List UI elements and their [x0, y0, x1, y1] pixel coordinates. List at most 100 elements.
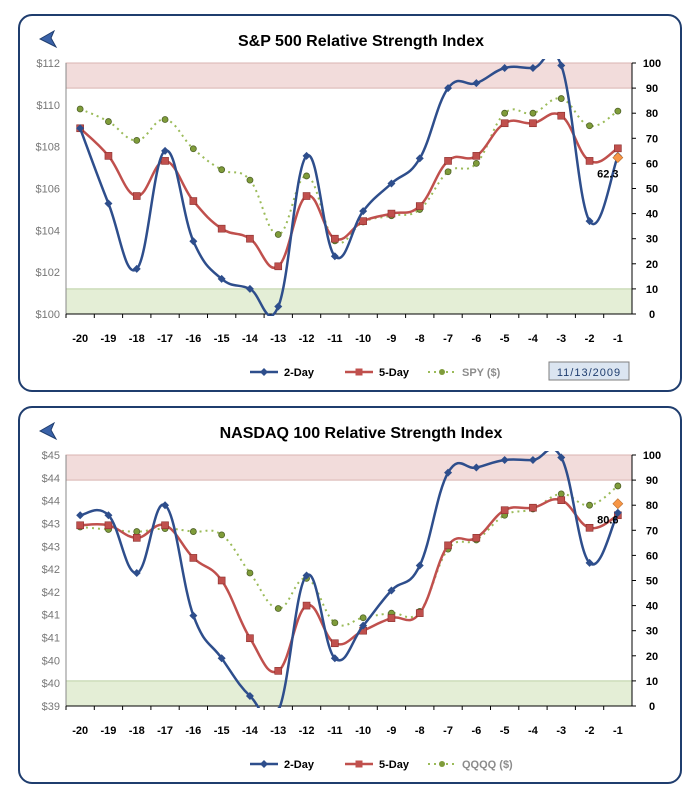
- nasdaq100-rsi-chart-panel: NASDAQ 100 Relative Strength Index $39 $40…: [18, 406, 682, 784]
- 5-day-series-line: [80, 498, 619, 674]
- right-axis-tick-label: 10: [646, 676, 658, 688]
- x-axis-tick-label: -11: [327, 725, 342, 737]
- price-point: [586, 501, 593, 509]
- legend-swatch-marker: [260, 368, 268, 376]
- left-axis-tick-label: $108: [36, 142, 60, 154]
- x-axis-tick-label: -13: [270, 333, 286, 345]
- 2-day-point: [330, 654, 339, 663]
- 2-day-series-line: [78, 59, 620, 316]
- x-axis-tick-label: -1: [613, 725, 623, 737]
- legend-swatch-marker: [355, 368, 363, 376]
- right-axis-tick-label: 70: [646, 133, 658, 145]
- x-axis-tick-label: -5: [500, 333, 510, 345]
- x-axis-tick-label: -7: [443, 725, 453, 737]
- 2-day-point: [500, 64, 509, 73]
- 5-day-point: [585, 157, 594, 165]
- 2-day-point: [387, 586, 396, 595]
- price-point: [274, 231, 282, 238]
- left-axis-tick-label: $42: [42, 564, 60, 576]
- right-axis-tick-label: 80: [646, 108, 658, 120]
- right-axis-tick-label: 100: [643, 58, 661, 70]
- 5-day-point: [161, 521, 169, 530]
- 5-day-point: [331, 639, 339, 648]
- x-axis-tick-label: -10: [355, 725, 371, 737]
- 2-day-point: [302, 151, 311, 160]
- back-arrow-icon[interactable]: [38, 421, 58, 441]
- left-axis-tick-label: $45: [42, 450, 60, 462]
- 2-day-point: [302, 571, 311, 580]
- x-axis-tick-label: -6: [471, 333, 481, 345]
- price-point: [189, 145, 197, 153]
- 5-day-point: [302, 192, 311, 200]
- 2-day-point: [217, 654, 226, 663]
- 5-day-point: [585, 523, 594, 532]
- x-axis-tick-label: -19: [100, 725, 116, 737]
- oversold-band: [65, 288, 633, 315]
- left-axis-tick-label: $40: [42, 655, 60, 667]
- price-series-line: [79, 97, 619, 244]
- 2-day-point: [104, 511, 113, 520]
- 2-day-point: [472, 79, 481, 88]
- oversold-band: [65, 680, 633, 707]
- back-arrow-icon[interactable]: [38, 29, 58, 49]
- 5-day-point: [161, 157, 169, 165]
- 5-day-point: [302, 601, 311, 610]
- 2-day-point: [161, 501, 170, 510]
- price-point: [133, 136, 141, 144]
- legend-item-price: SPY ($): [428, 367, 501, 379]
- x-axis-tick-label: -14: [242, 725, 259, 737]
- legend-swatch-marker: [260, 760, 268, 768]
- 2-day-point: [132, 264, 141, 273]
- x-axis-tick-label: -18: [129, 725, 145, 737]
- x-axis-tick-label: -7: [443, 333, 453, 345]
- x-axis-tick-label: -20: [72, 333, 88, 345]
- overbought-band: [65, 62, 633, 89]
- latest-value-marker: [612, 152, 624, 164]
- x-axis-tick-label: -20: [72, 725, 88, 737]
- 5-day-point: [500, 506, 509, 515]
- 5-day-point: [274, 667, 283, 675]
- price-point: [218, 166, 226, 174]
- sp500-rsi-chart-panel: S&P 500 Relative Strength Index $100 $102 $…: [18, 14, 682, 392]
- 2-day-point: [415, 561, 424, 570]
- price-point: [586, 122, 593, 130]
- left-axis-tick-label: $100: [36, 309, 60, 321]
- x-axis-tick-label: -16: [185, 333, 201, 345]
- 5-day-point: [444, 157, 452, 165]
- x-axis-tick-label: -15: [214, 333, 230, 345]
- legend-label: 5-Day: [379, 367, 410, 379]
- left-axis-tick-label: $44: [42, 473, 60, 485]
- price-point: [246, 569, 254, 577]
- legend-item-5-day: 5-Day: [345, 759, 410, 771]
- plot-area: [76, 451, 622, 708]
- right-axis-tick-label: 90: [646, 475, 658, 487]
- 5-day-point: [444, 541, 452, 550]
- 5-day-point: [189, 197, 198, 205]
- 5-day-point: [189, 554, 198, 562]
- right-axis-tick-label: 30: [646, 234, 658, 246]
- 5-day-point: [529, 503, 537, 512]
- 5-day-point: [614, 144, 622, 153]
- right-axis-tick-label: 10: [646, 284, 658, 296]
- price-point: [472, 159, 480, 167]
- 5-day-point: [387, 614, 396, 622]
- x-axis-tick-label: -9: [387, 725, 397, 737]
- plot-area: [76, 59, 622, 316]
- left-axis-tick-label: $112: [36, 58, 60, 70]
- 5-day-point: [387, 209, 396, 218]
- 5-day-series-line: [79, 112, 619, 270]
- left-axis-tick-label: $39: [42, 701, 60, 713]
- 2-day-point: [472, 463, 481, 472]
- left-axis-tick-label: $40: [42, 678, 60, 690]
- price-point: [274, 605, 282, 612]
- 2-day-point: [161, 146, 170, 155]
- right-axis-tick-label: 50: [646, 184, 658, 196]
- right-axis-tick-label: 30: [646, 626, 658, 638]
- 5-day-point: [415, 609, 424, 617]
- right-axis-tick-label: 60: [646, 550, 658, 562]
- price-point: [76, 105, 84, 113]
- 5-day-point: [132, 534, 141, 542]
- right-axis-tick-label: 20: [646, 651, 658, 663]
- price-point: [133, 528, 141, 535]
- date-box: 11/13/2009: [548, 361, 630, 381]
